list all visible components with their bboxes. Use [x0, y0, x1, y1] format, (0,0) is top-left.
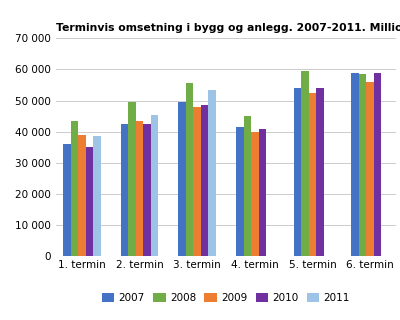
Bar [128, 102, 136, 256]
Bar [178, 102, 186, 256]
Bar [374, 73, 381, 256]
Bar [366, 82, 374, 256]
Bar [236, 127, 244, 256]
Bar [251, 132, 258, 256]
Legend: 2007, 2008, 2009, 2010, 2011: 2007, 2008, 2009, 2010, 2011 [98, 289, 354, 308]
Bar [194, 107, 201, 256]
Bar [351, 73, 359, 256]
Bar [309, 93, 316, 256]
Bar [121, 124, 128, 256]
Bar [244, 116, 251, 256]
Bar [78, 135, 86, 256]
Text: Terminvis omsetning i bygg og anlegg. 2007-2011. Millioner kroner: Terminvis omsetning i bygg og anlegg. 20… [56, 23, 400, 34]
Bar [151, 115, 158, 256]
Bar [63, 144, 71, 256]
Bar [186, 84, 194, 256]
Bar [359, 74, 366, 256]
Bar [136, 121, 143, 256]
Bar [316, 88, 324, 256]
Bar [93, 136, 101, 256]
Bar [71, 121, 78, 256]
Bar [301, 71, 309, 256]
Bar [258, 129, 266, 256]
Bar [208, 90, 216, 256]
Bar [143, 124, 151, 256]
Bar [201, 105, 208, 256]
Bar [86, 147, 93, 256]
Bar [294, 88, 301, 256]
